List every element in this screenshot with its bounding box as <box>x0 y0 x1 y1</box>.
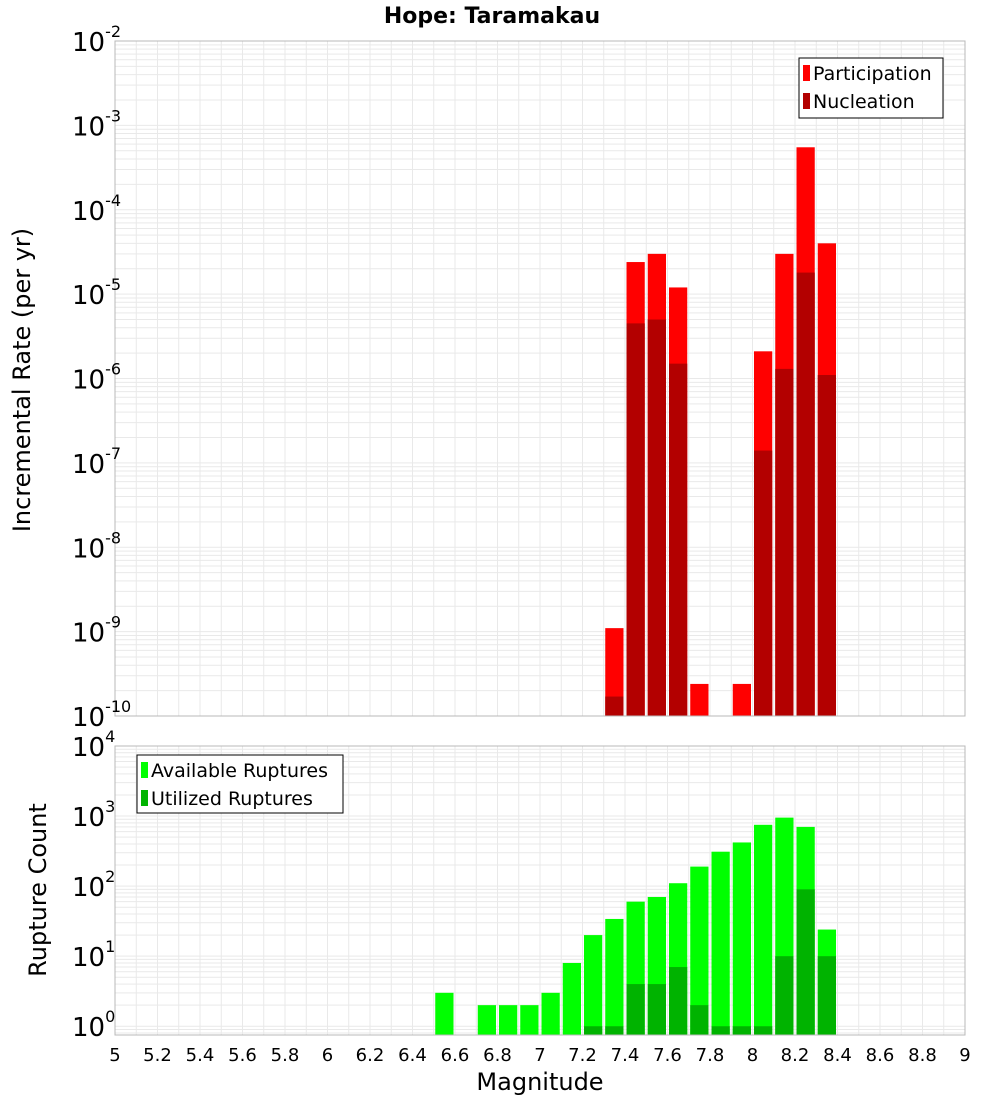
plot-frame <box>114 745 966 1036</box>
x-tick-label: 8.6 <box>866 1045 895 1066</box>
series-1 <box>605 272 836 716</box>
y-tick-label: 10-4 <box>72 191 121 227</box>
x-tick-label: 7.8 <box>696 1045 725 1066</box>
x-tick-label: 9 <box>959 1045 970 1066</box>
y-tick-label: 10-10 <box>72 697 131 733</box>
y-tick-label: 104 <box>72 727 115 763</box>
bar <box>690 866 709 1035</box>
x-tick-label: 8.8 <box>908 1045 937 1066</box>
y-tick-label: 10-6 <box>72 360 121 396</box>
y-tick-label: 103 <box>72 797 115 833</box>
x-tick-label: 5.6 <box>228 1045 257 1066</box>
bar <box>754 824 773 1035</box>
bar <box>669 967 688 1035</box>
x-tick-label: 6.8 <box>483 1045 512 1066</box>
bar <box>711 851 730 1035</box>
y-tick-labels: 10-10 10-9 10-8 10-7 10-6 10-5 10-4 10-3 10-2 <box>72 22 131 733</box>
bar <box>520 1005 539 1035</box>
y-tick-label: 102 <box>72 867 115 903</box>
x-tick-label: 6.6 <box>441 1045 470 1066</box>
legend-box <box>798 57 944 119</box>
gridlines <box>114 41 966 717</box>
bottom-y-axis-title: Rupture Count <box>24 803 52 977</box>
bar <box>626 323 645 716</box>
bar <box>796 272 815 716</box>
bar <box>754 1026 773 1035</box>
x-tick-label: 8.4 <box>823 1045 852 1066</box>
bar <box>605 1026 624 1035</box>
y-tick-label: 10-2 <box>72 22 121 58</box>
legend-label: Nucleation <box>813 91 915 113</box>
x-tick-label: 5.4 <box>186 1045 215 1066</box>
chart-title: Hope: Taramakau <box>384 4 600 29</box>
bar <box>732 842 751 1035</box>
x-tick-label: 7.4 <box>611 1045 640 1066</box>
x-tick-label: 6.2 <box>356 1045 385 1066</box>
bar <box>584 1026 603 1035</box>
top-y-axis-title: Incremental Rate (per yr) <box>8 228 36 532</box>
bar <box>626 984 645 1035</box>
plot-frame <box>114 40 966 717</box>
bar <box>477 1005 496 1035</box>
bar <box>732 683 751 716</box>
y-tick-label: 10-9 <box>72 613 121 649</box>
legend: Available Ruptures Utilized Ruptures <box>136 754 344 814</box>
bar <box>499 1005 518 1035</box>
bar <box>775 368 794 716</box>
legend-swatch <box>141 790 148 806</box>
legend-swatch <box>803 93 810 109</box>
bar <box>711 1026 730 1035</box>
x-tick-labels: 5 5.2 5.4 5.6 5.8 6 6.2 6.4 6.6 6.8 7 7.2 7.4 7.6 7.8 8… <box>109 1045 970 1066</box>
bar <box>796 889 815 1035</box>
rupture-count-panel: 100 101 102 103 104 5 5.2 5.4 5.6 5.8 6 6.2 6.4 6.6 6.… <box>72 727 971 1066</box>
x-tick-label: 7.2 <box>568 1045 597 1066</box>
x-tick-label: 8.2 <box>781 1045 810 1066</box>
legend-label: Participation <box>813 63 932 85</box>
bar <box>647 319 666 716</box>
legend: Participation Nucleation <box>798 57 944 119</box>
bar <box>647 984 666 1035</box>
bar <box>817 375 836 716</box>
bar <box>817 956 836 1035</box>
bar <box>754 450 773 716</box>
x-tick-label: 5.8 <box>271 1045 300 1066</box>
bar <box>732 1026 751 1035</box>
x-axis-title: Magnitude <box>476 1068 603 1096</box>
series-1 <box>584 889 836 1035</box>
bar <box>605 696 624 716</box>
bar <box>775 956 794 1035</box>
legend-label: Available Ruptures <box>151 760 328 782</box>
x-tick-label: 6.4 <box>398 1045 427 1066</box>
y-tick-label: 10-3 <box>72 106 121 142</box>
participation-nucleation-panel: 10-10 10-9 10-8 10-7 10-6 10-5 10-4 10-3 10-2 Par… <box>72 22 966 733</box>
legend-box <box>136 754 344 814</box>
y-tick-label: 10-5 <box>72 275 121 311</box>
legend-swatch <box>803 65 810 81</box>
bar <box>562 962 581 1035</box>
x-tick-label: 5 <box>109 1045 120 1066</box>
y-tick-label: 10-7 <box>72 444 121 480</box>
bar <box>690 1005 709 1035</box>
bar <box>541 992 560 1035</box>
x-tick-label: 5.2 <box>143 1045 172 1066</box>
x-tick-label: 7 <box>534 1045 545 1066</box>
gridlines <box>114 746 966 1035</box>
y-tick-label: 100 <box>72 1007 115 1043</box>
bar <box>669 363 688 716</box>
bar <box>584 935 603 1035</box>
bar <box>690 683 709 716</box>
x-tick-label: 6 <box>322 1045 333 1066</box>
y-tick-label: 10-8 <box>72 528 121 564</box>
x-tick-label: 8 <box>747 1045 758 1066</box>
legend-swatch <box>141 762 148 778</box>
legend-label: Utilized Ruptures <box>151 788 313 810</box>
y-tick-label: 101 <box>72 937 115 973</box>
y-tick-labels: 100 101 102 103 104 <box>72 727 115 1043</box>
x-tick-label: 7.6 <box>653 1045 682 1066</box>
bar <box>605 918 624 1035</box>
bar <box>435 992 454 1035</box>
bar <box>605 628 624 716</box>
